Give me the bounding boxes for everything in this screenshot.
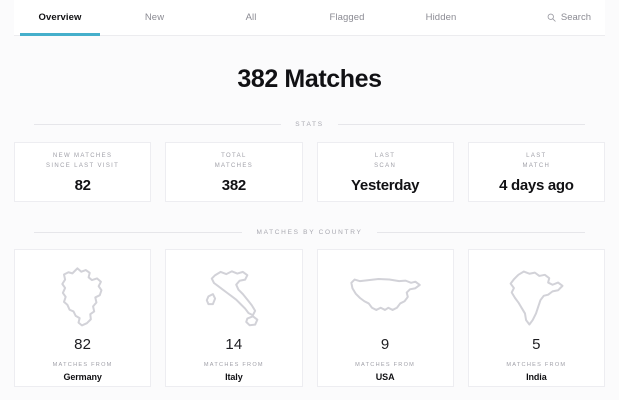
- italy-map-icon: [204, 262, 264, 334]
- stat-label-line-1: LAST: [526, 152, 547, 159]
- germany-map-icon: [55, 262, 111, 334]
- tab-all[interactable]: All: [203, 0, 299, 35]
- stat-card-value: Yesterday: [351, 177, 420, 195]
- country-card-usa[interactable]: 9 MATCHES FROM USA: [316, 249, 454, 387]
- divider-rule-left: [34, 124, 282, 125]
- country-card-italy[interactable]: 14 MATCHES FROM Italy: [165, 249, 303, 387]
- divider-rule-left: [34, 232, 243, 233]
- country-card-sublabel: MATCHES FROM: [52, 362, 113, 368]
- stat-card-label: NEW MATCHES SINCE LAST VISIT: [46, 152, 119, 171]
- stat-card-label: LAST MATCH: [523, 152, 551, 171]
- country-card-count: 5: [532, 336, 541, 353]
- tab-overview-label: Overview: [38, 12, 82, 23]
- tab-overview[interactable]: Overview: [14, 0, 106, 36]
- country-card-sublabel: MATCHES FROM: [355, 362, 416, 368]
- stat-card-new-matches[interactable]: NEW MATCHES SINCE LAST VISIT 82: [14, 142, 152, 202]
- country-card-name: India: [526, 372, 547, 382]
- tab-all-label: All: [245, 12, 257, 23]
- stat-card-label: LAST SCAN: [374, 152, 396, 171]
- search-button[interactable]: Search: [547, 12, 605, 23]
- country-card-count: 14: [225, 336, 243, 353]
- page-title: 382 Matches: [237, 65, 382, 93]
- stats-section-divider: STATS: [34, 94, 586, 128]
- search-label: Search: [560, 12, 591, 23]
- stat-card-last-scan[interactable]: LAST SCAN Yesterday: [316, 142, 454, 202]
- india-map-icon: [505, 262, 567, 334]
- tab-hidden[interactable]: Hidden: [395, 0, 487, 35]
- tab-flagged[interactable]: Flagged: [299, 0, 395, 35]
- country-card-sublabel: MATCHES FROM: [203, 362, 264, 368]
- top-navigation-bar: Overview New All Flagged Hidden Sea: [14, 0, 605, 36]
- stat-card-value: 82: [74, 177, 91, 195]
- stat-label-line-1: TOTAL: [221, 152, 247, 159]
- nav-tab-list: Overview New All Flagged Hidden: [14, 0, 547, 36]
- divider-rule-right: [376, 232, 585, 233]
- country-card-count: 82: [74, 336, 92, 353]
- country-card-name: Italy: [225, 372, 243, 382]
- tab-new-label: New: [144, 12, 165, 23]
- stat-card-label: TOTAL MATCHES: [215, 152, 253, 171]
- usa-map-icon: [347, 262, 423, 334]
- tab-flagged-label: Flagged: [329, 12, 365, 23]
- stat-label-line-1: LAST: [374, 152, 396, 159]
- country-card-india[interactable]: 5 MATCHES FROM India: [467, 249, 605, 387]
- stat-label-line-2: SINCE LAST VISIT: [46, 162, 120, 169]
- divider-rule-right: [337, 124, 586, 125]
- stat-card-last-match[interactable]: LAST MATCH 4 days ago: [467, 142, 605, 202]
- stat-card-total-matches[interactable]: TOTAL MATCHES 382: [165, 142, 303, 202]
- country-card-count: 9: [380, 336, 390, 353]
- country-card-grid: 82 MATCHES FROM Germany 14 MATCHES FROM …: [14, 249, 605, 387]
- tab-new[interactable]: New: [106, 0, 203, 35]
- stats-card-grid: NEW MATCHES SINCE LAST VISIT 82 TOTAL MA…: [14, 142, 605, 202]
- stat-label-line-2: SCAN: [374, 162, 397, 169]
- country-card-name: Germany: [63, 372, 102, 382]
- country-card-sublabel: MATCHES FROM: [506, 362, 567, 368]
- country-card-name: USA: [375, 372, 395, 382]
- country-section-divider: MATCHES BY COUNTRY: [34, 202, 585, 236]
- search-icon: [547, 13, 556, 22]
- stat-label-line-1: NEW MATCHES: [52, 152, 113, 159]
- stat-card-value: 4 days ago: [499, 177, 574, 195]
- stats-section-label: STATS: [295, 121, 324, 128]
- country-section-label: MATCHES BY COUNTRY: [256, 229, 363, 236]
- stat-label-line-2: MATCH: [522, 162, 551, 169]
- stat-label-line-2: MATCHES: [214, 162, 254, 169]
- tab-hidden-label: Hidden: [425, 12, 457, 23]
- stat-card-value: 382: [221, 177, 246, 195]
- country-card-germany[interactable]: 82 MATCHES FROM Germany: [14, 249, 152, 387]
